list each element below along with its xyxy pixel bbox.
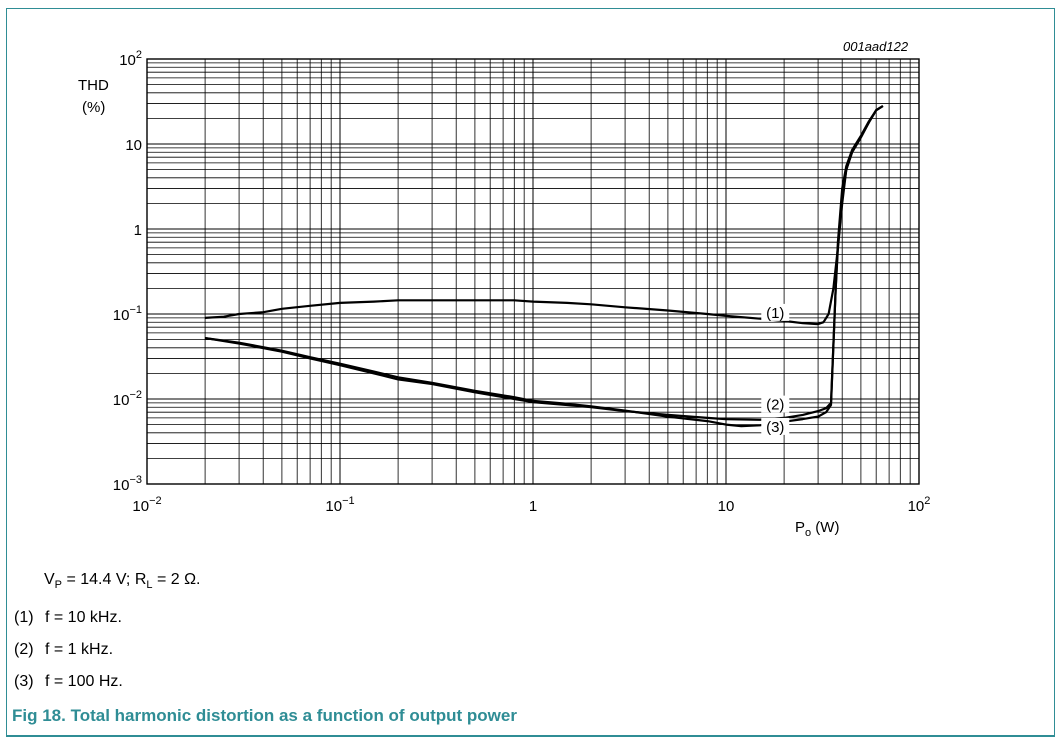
- y-axis-label-line2: (%): [82, 99, 105, 116]
- tick-base: 10: [113, 477, 130, 494]
- chart-grid: [147, 59, 919, 484]
- tick-exponent: −2: [129, 389, 142, 401]
- legend-note-1: (1) f = 10 kHz.: [14, 609, 122, 627]
- legend-note-text: f = 1 kHz.: [45, 641, 114, 658]
- y-axis-label-line1: THD: [78, 77, 109, 94]
- figure-frame: [6, 8, 1055, 736]
- tick-base: 10: [325, 498, 342, 515]
- tick-exponent: 2: [924, 495, 930, 507]
- tick-base: 1: [134, 222, 142, 239]
- series-line-1: [205, 105, 884, 326]
- test-conditions: VP = 14.4 V; RL = 2 Ω.: [44, 571, 200, 591]
- tick-base: 10: [125, 137, 142, 154]
- rl-subscript: L: [146, 579, 153, 592]
- x-tick-labels: 10−2 10−1 1 10 102: [132, 495, 930, 515]
- x-tick-label: 10−2: [132, 495, 161, 515]
- series-label-layer: (1) (2) (3): [761, 303, 790, 436]
- tick-base: 10: [908, 498, 925, 515]
- y-tick-label: 10−1: [113, 304, 142, 324]
- figure-frame-bottom: [6, 735, 1055, 737]
- vp-symbol: V: [44, 571, 55, 588]
- vp-value: = 14.4 V;: [62, 571, 135, 588]
- tick-base: 10: [113, 392, 130, 409]
- rl-value: = 2 Ω.: [152, 571, 201, 588]
- tick-exponent: −2: [149, 495, 162, 507]
- tick-base: 10: [113, 307, 130, 324]
- tick-exponent: 2: [136, 49, 142, 61]
- series-label-bg: [761, 303, 790, 321]
- x-tick-label: 10: [718, 498, 735, 515]
- x-axis-label: Po (W): [795, 519, 839, 539]
- y-tick-label: 10: [125, 137, 142, 154]
- series-layer: [204, 105, 884, 428]
- y-tick-label: 10−2: [113, 389, 142, 409]
- tick-exponent: −3: [129, 474, 142, 486]
- figure-reference-id: 001aad122: [843, 39, 909, 54]
- x-axis-label-sub: o: [805, 527, 811, 539]
- legend-note-text: f = 100 Hz.: [45, 673, 123, 690]
- legend-note-number: (1): [14, 609, 34, 626]
- x-tick-label: 1: [529, 498, 537, 515]
- legend-note-3: (3) f = 100 Hz.: [14, 673, 123, 691]
- tick-exponent: −1: [129, 304, 142, 316]
- y-tick-label: 10−3: [113, 474, 142, 494]
- tick-base: 1: [529, 498, 537, 515]
- series-label-2: (2): [766, 397, 784, 414]
- series-label-bg: [761, 395, 790, 413]
- series-label-3: (3): [766, 419, 784, 436]
- legend-note-number: (3): [14, 673, 34, 690]
- series-label-bg: [761, 417, 790, 435]
- x-axis-label-main: P: [795, 519, 805, 536]
- tick-base: 10: [718, 498, 735, 515]
- y-tick-label: 102: [119, 49, 142, 69]
- legend-note-2: (2) f = 1 kHz.: [14, 641, 113, 659]
- tick-base: 10: [119, 52, 136, 69]
- legend-note-number: (2): [14, 641, 34, 658]
- y-tick-label: 1: [134, 222, 142, 239]
- x-tick-label: 102: [908, 495, 931, 515]
- x-axis-label-unit: (W): [811, 519, 839, 536]
- figure-caption: Fig 18. Total harmonic distortion as a f…: [12, 706, 517, 725]
- thd-chart: (1)(2)(3) 10−2 10−1 1 10 102 10210110−110−21…: [78, 49, 930, 539]
- series-label-1: (1): [766, 305, 784, 322]
- legend-note-text: f = 10 kHz.: [45, 609, 122, 626]
- x-tick-label: 10−1: [325, 495, 354, 515]
- series-line-3: [204, 105, 884, 428]
- tick-base: 10: [132, 498, 149, 515]
- plot-border: [146, 58, 920, 485]
- tick-exponent: −1: [342, 495, 355, 507]
- vp-subscript: P: [54, 579, 63, 592]
- rl-symbol: R: [134, 571, 147, 588]
